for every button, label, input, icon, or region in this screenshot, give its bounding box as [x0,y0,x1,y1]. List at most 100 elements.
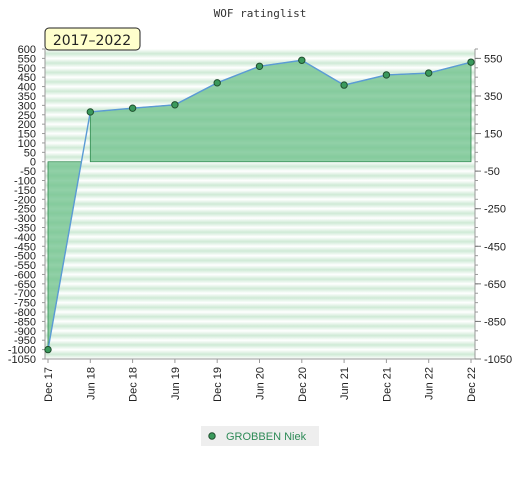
grid-band [45,302,475,313]
grid-band [45,161,475,172]
grid-band [45,246,475,256]
grid-band [45,274,475,284]
right-tick-label: -650 [484,279,506,291]
left-tick-label: 550 [18,53,36,65]
right-tick-label: 150 [484,129,502,141]
right-tick-label: 550 [484,53,502,65]
left-tick-label: -50 [20,166,36,178]
legend-box [201,426,319,446]
year-badge-box [44,27,141,51]
left-axis: 600550500450400350300250200150100500-50-… [8,44,46,366]
x-tick-label: Jun 21 [339,367,351,400]
left-tick-label: -500 [14,251,36,263]
left-tick-label: -700 [14,288,36,300]
right-tick-label: -1050 [484,354,512,366]
left-tick-label: 0 [30,157,36,169]
left-tick-label: 250 [18,110,36,122]
grid-band [45,199,475,209]
left-tick-label: -400 [14,232,36,244]
grid-band [45,208,475,219]
grid-band [45,340,475,350]
chart-title: WOF ratinglist [214,7,307,20]
right-tick-label: -850 [484,316,506,328]
left-tick-label: -200 [14,194,36,206]
data-point [382,71,391,79]
left-tick-label: 400 [18,82,36,94]
left-tick-label: 150 [18,129,36,141]
data-point [171,101,179,109]
grid-band [45,189,475,200]
grid-band [45,171,475,181]
left-tick-label: -350 [14,222,36,234]
x-tick-label: Dec 19 [212,367,224,402]
grid-band [45,321,475,331]
right-axis: 550 350 150 -50 -250 -450 -650 -850 -1050 [474,48,512,366]
data-point [213,79,221,87]
legend-marker [208,432,216,440]
left-tick-label: -100 [14,176,36,188]
x-tick-label: Jun 20 [255,367,267,400]
x-tick-label: Jun 18 [85,367,97,400]
grid-band [45,349,475,359]
left-tick-label: -950 [14,335,36,347]
grid-band [45,330,475,341]
grid-band [45,293,475,303]
left-tick-label: 200 [18,119,36,131]
left-tick-label: -1050 [8,354,36,366]
left-tick-label: -650 [14,279,36,291]
x-tick-label: Jun 22 [424,367,436,400]
right-tick-label: -450 [484,241,506,253]
left-tick-label: -450 [14,241,36,253]
left-tick-label: 450 [18,72,36,84]
data-point [340,81,348,89]
grid-band [45,265,475,275]
left-tick-label: -750 [14,298,36,310]
legend: GROBBEN Niek [201,426,319,446]
left-tick-label: -1000 [8,345,36,357]
data-point [86,108,95,116]
left-tick-label: -550 [14,260,36,272]
left-tick-label: 50 [24,147,36,159]
left-tick-label: -300 [14,213,36,225]
left-tick-label: 100 [18,138,36,150]
grid-band [45,236,475,247]
data-point [467,58,475,66]
left-tick-label: -250 [14,204,36,216]
left-tick-label: -800 [14,307,36,319]
left-tick-label: -850 [14,316,36,328]
data-point [44,345,52,354]
grid-band [45,180,475,190]
left-tick-label: 350 [18,91,36,103]
x-tick-label: Jun 19 [170,367,182,400]
data-point [255,62,264,70]
data-point [425,69,433,77]
legend-label: GROBBEN Niek [226,431,307,443]
left-tick-label: 600 [18,44,36,56]
left-tick-label: 300 [18,100,36,112]
left-tick-label: -900 [14,326,36,338]
x-axis: Dec 17 Jun 18 Dec 18 Jun 19 Dec 19 Jun 20 Dec … [43,358,478,402]
x-tick-label: Dec 21 [381,367,393,402]
x-tick-label: Dec 18 [128,367,140,402]
data-point [298,56,306,64]
left-tick-label: 500 [18,63,36,75]
data-points [44,56,475,354]
year-badge: 2017–2022 [44,27,141,51]
grid-band [45,283,475,294]
left-tick-label: -150 [14,185,36,197]
grid-band [45,227,475,237]
x-tick-label: Dec 20 [297,367,309,402]
grid-band [45,312,475,322]
x-tick-label: Dec 17 [43,367,55,402]
right-tick-label: -250 [484,204,506,216]
grid-band [45,49,475,59]
data-point [128,104,137,112]
right-tick-label: -50 [484,166,500,178]
right-tick-label: 350 [484,91,502,103]
x-tick-label: Dec 22 [466,367,478,402]
grid-band [45,255,475,266]
year-badge-label: 2017–2022 [53,33,131,49]
left-tick-label: -600 [14,269,36,281]
grid-band [45,218,475,228]
